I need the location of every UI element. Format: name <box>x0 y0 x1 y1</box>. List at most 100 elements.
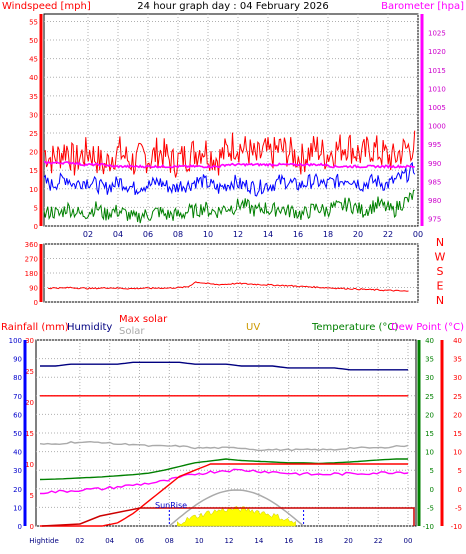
chart1-series-2 <box>43 189 415 224</box>
chart3-dew-tick: -5 <box>455 504 462 512</box>
chart3-series-solar <box>39 440 409 452</box>
chart2-left-tick: 270 <box>25 256 38 264</box>
chart2-left-tick: 360 <box>25 241 38 249</box>
chart3-rain-tick: 70 <box>13 393 22 401</box>
chart3-x-tick: 16 <box>284 537 293 545</box>
chart3-rain-tick: 60 <box>13 411 22 419</box>
chart1-left-label: Windspeed [mph] <box>2 1 91 12</box>
chart1-right-tick: 1000 <box>428 123 446 131</box>
chart3-rain-tick: 20 <box>13 486 22 494</box>
chart1-left-tick: 45 <box>29 56 38 64</box>
chart1-left-tick: 35 <box>29 93 38 101</box>
chart3-dew-tick: 5 <box>458 467 462 475</box>
chart1-right-tick: 995 <box>428 141 441 149</box>
chart3-x-tick: 14 <box>254 537 263 545</box>
legend-rainfall: Rainfall (mm) <box>1 322 69 333</box>
chart3-series-max-solar <box>40 463 409 527</box>
chart3-x-tick: 10 <box>195 537 204 545</box>
chart2-left-tick: 0 <box>34 299 38 307</box>
chart3-series-humidity <box>40 361 409 371</box>
chart3-x-tick: 08 <box>165 537 174 545</box>
chart1-left-tick: 15 <box>29 167 38 175</box>
chart3-temp-tick: 15 <box>425 430 434 438</box>
chart3-temp-tick: 20 <box>425 411 434 419</box>
chart1-series-3 <box>44 160 415 170</box>
chart3-dew-tick: 20 <box>453 411 462 419</box>
chart3-uv-tick: 20 <box>25 399 34 407</box>
chart3-x-tick: 02 <box>75 537 84 545</box>
chart3-dew-tick: 35 <box>453 356 462 364</box>
chart1-right-tick: 1020 <box>428 48 446 56</box>
chart2-left-tick: 180 <box>25 270 38 278</box>
chart1-x-tick: 12 <box>233 230 243 239</box>
chart3-rain-tick: 40 <box>13 449 22 457</box>
chart3-x-tick: 18 <box>314 537 323 545</box>
chart1-title: 24 hour graph day : 04 February 2026 <box>137 1 328 12</box>
chart3-dew-tick: 25 <box>453 393 462 401</box>
chart3-temp-tick: 40 <box>425 337 434 345</box>
chart1-right-tick: 1025 <box>428 30 446 38</box>
chart1-left-tick: 40 <box>29 74 38 82</box>
chart2-compass-label: N <box>436 236 444 249</box>
legend-humidity: Humidity <box>67 322 112 333</box>
chart1-frame <box>43 13 419 227</box>
chart3-rain-tick: 80 <box>13 374 22 382</box>
chart1-x-tick: 16 <box>293 230 303 239</box>
chart1-right-tick: 1005 <box>428 104 446 112</box>
chart3-rain-tick: 0 <box>18 523 22 531</box>
chart3-rain-tick: 30 <box>13 467 22 475</box>
chart3-dew-tick: 0 <box>458 486 462 494</box>
chart1-x-tick: 14 <box>263 230 273 239</box>
chart2-compass-label: E <box>437 280 444 293</box>
chart2-left-tick: 90 <box>29 285 38 293</box>
chart1-left-tick: 50 <box>29 37 38 45</box>
chart1-x-tick: 20 <box>353 230 363 239</box>
chart3-temp-tick: 5 <box>430 467 434 475</box>
chart3-x-tick: Hightide <box>29 537 59 545</box>
chart3-temp-tick: 35 <box>425 356 434 364</box>
chart3-x-tick: 06 <box>135 537 144 545</box>
chart3-temp-tick: 30 <box>425 374 434 382</box>
chart1-x-tick: 04 <box>113 230 123 239</box>
chart1-left-tick: 30 <box>29 111 38 119</box>
chart1-right-label: Barometer [hpa] <box>381 1 464 12</box>
chart1-x-tick: 22 <box>383 230 393 239</box>
chart1-right-tick: 985 <box>428 178 441 186</box>
chart3-x-tick: 12 <box>225 537 234 545</box>
chart3-uv-tick: 30 <box>25 337 34 345</box>
chart1-x-tick: 10 <box>203 230 213 239</box>
chart3-temp-tick: 25 <box>425 393 434 401</box>
chart1-left-tick: 25 <box>29 130 38 138</box>
chart1-left-tick: 10 <box>29 186 38 194</box>
chart3-rain-tick: 90 <box>13 356 22 364</box>
chart3-x-tick: 22 <box>374 537 383 545</box>
chart3-rain-step <box>41 507 415 527</box>
chart3-uv-tick: 5 <box>30 492 34 500</box>
chart3-dew-tick: 30 <box>453 374 462 382</box>
chart3-temp-tick: -10 <box>423 523 434 531</box>
chart3-x-tick: 04 <box>105 537 114 545</box>
chart3-temp-tick: -5 <box>427 504 434 512</box>
chart1-right-tick: 980 <box>428 197 441 205</box>
chart3-x-tick: 00 <box>404 537 413 545</box>
chart2-direction-series <box>47 281 409 292</box>
chart2-compass-label: S <box>437 265 444 278</box>
chart1-x-tick: 02 <box>83 230 93 239</box>
legend-dew-point: Dew Point (°C) <box>391 322 464 333</box>
chart3-series-temperature <box>39 458 409 481</box>
chart1-series-1 <box>43 161 416 197</box>
chart3-uv-tick: 10 <box>25 461 34 469</box>
chart1-right-tick: 975 <box>428 216 441 224</box>
chart3-sunrise-label: SunRise <box>155 501 187 510</box>
chart3-uv-tick: 15 <box>25 430 34 438</box>
chart3-temp-tick: 10 <box>425 449 434 457</box>
chart3-x-tick: 20 <box>344 537 353 545</box>
chart3-dew-tick: 15 <box>453 430 462 438</box>
chart3-dew-tick: 10 <box>453 449 462 457</box>
chart2-compass-label: W <box>435 251 446 264</box>
chart2-compass-label: N <box>436 294 444 307</box>
chart3-dew-tick: -10 <box>451 523 462 531</box>
legend-solar: Solar <box>119 326 145 337</box>
